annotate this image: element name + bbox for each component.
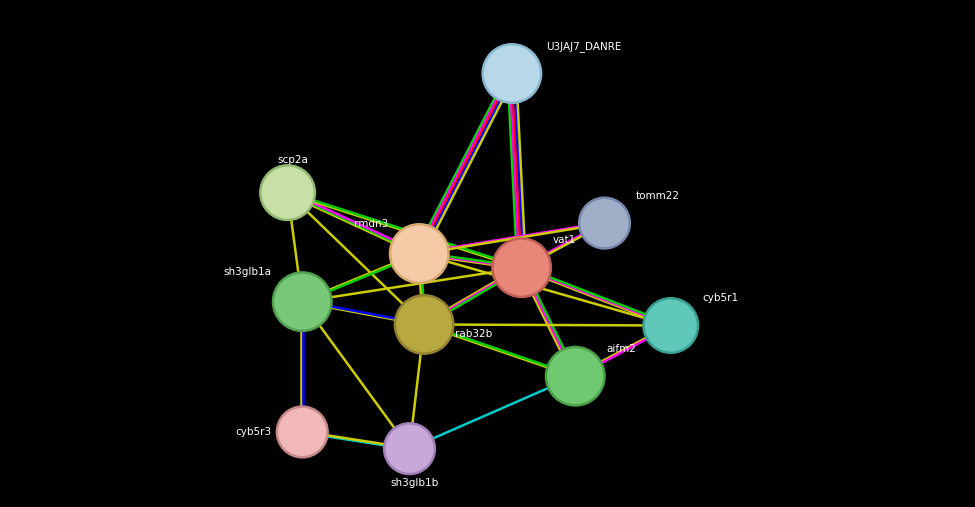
- Ellipse shape: [277, 407, 328, 457]
- Ellipse shape: [492, 238, 551, 297]
- Ellipse shape: [390, 224, 448, 283]
- Ellipse shape: [260, 165, 315, 220]
- Ellipse shape: [395, 295, 453, 354]
- Ellipse shape: [579, 198, 630, 248]
- Text: sh3glb1a: sh3glb1a: [223, 267, 271, 277]
- Ellipse shape: [384, 423, 435, 474]
- Text: scp2a: scp2a: [277, 156, 308, 165]
- Ellipse shape: [273, 272, 332, 331]
- Ellipse shape: [644, 298, 698, 353]
- Text: cyb5r1: cyb5r1: [702, 293, 738, 303]
- Text: vat1: vat1: [553, 235, 576, 245]
- Text: U3JAJ7_DANRE: U3JAJ7_DANRE: [546, 41, 621, 52]
- Ellipse shape: [483, 44, 541, 103]
- Text: aifm2: aifm2: [606, 344, 637, 354]
- Text: tomm22: tomm22: [636, 191, 680, 201]
- Text: rab32b: rab32b: [455, 329, 492, 339]
- Text: cyb5r3: cyb5r3: [235, 427, 271, 437]
- Text: sh3glb1b: sh3glb1b: [390, 478, 439, 488]
- Text: rmdn3: rmdn3: [354, 219, 388, 229]
- Ellipse shape: [546, 347, 604, 406]
